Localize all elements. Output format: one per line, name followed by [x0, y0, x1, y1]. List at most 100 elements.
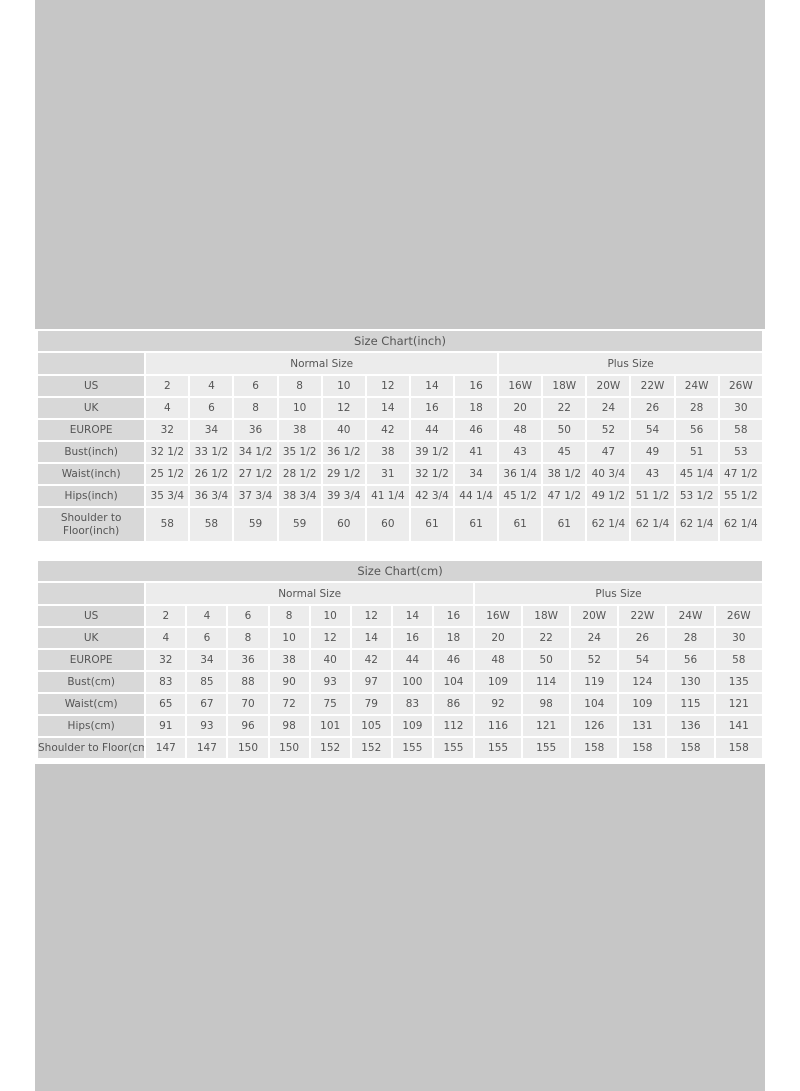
table-cell: 62 1/4 — [675, 508, 718, 541]
table-cell: 20 — [499, 398, 542, 418]
table-cell: 36 — [228, 650, 268, 670]
table-cell: 4 — [187, 606, 227, 626]
table-cell: 20 — [475, 628, 522, 648]
table-cell: 32 1/2 — [410, 464, 454, 484]
row-label: EUROPE — [38, 420, 145, 440]
table-cell: 29 1/2 — [322, 464, 365, 484]
table-cell: 16 — [410, 398, 454, 418]
table-cell: 152 — [310, 738, 350, 758]
table-cell: 56 — [675, 420, 718, 440]
table-cell: 30 — [719, 398, 762, 418]
table-cell: 36 3/4 — [190, 486, 233, 506]
table-cell: 98 — [523, 694, 570, 714]
table-cell: 59 — [278, 508, 321, 541]
table-cell: 155 — [433, 738, 474, 758]
table-cell: 115 — [667, 694, 714, 714]
table-row: UK 4 6 8 10 12 14 16 18 20 22 24 26 28 30 — [38, 628, 762, 648]
table-cell: 85 — [187, 672, 227, 692]
table-cell: 35 1/2 — [278, 442, 321, 462]
table-cell: 20W — [587, 376, 630, 396]
table-cell: 61 — [499, 508, 542, 541]
table-cell: 25 1/2 — [146, 464, 189, 484]
table-cell: 14 — [392, 606, 432, 626]
table-cell: 47 1/2 — [719, 464, 762, 484]
table-cell: 32 — [146, 650, 186, 670]
table-cell: 135 — [715, 672, 762, 692]
table-cell: 93 — [310, 672, 350, 692]
table-cell: 32 — [146, 420, 189, 440]
group-header-row: Normal Size Plus Size — [38, 583, 762, 604]
group-plus-size: Plus Size — [499, 353, 762, 374]
table-cell: 58 — [719, 420, 762, 440]
corner-cell — [38, 583, 145, 604]
table-cell: 158 — [619, 738, 666, 758]
table-cell: 49 — [631, 442, 674, 462]
table-cell: 126 — [571, 716, 618, 736]
table-row: Shoulder to Floor(inch) 58 58 59 59 60 60 61 61 6… — [38, 508, 762, 541]
table-cell: 58 — [190, 508, 233, 541]
table-cell: 130 — [667, 672, 714, 692]
table-cell: 101 — [310, 716, 350, 736]
table-cell: 92 — [475, 694, 522, 714]
table-cell: 24 — [571, 628, 618, 648]
table-cell: 136 — [667, 716, 714, 736]
table-row: Waist(cm) 65 67 70 72 75 79 83 86 92 98 104 109 115 12… — [38, 694, 762, 714]
table-cell: 26W — [719, 376, 762, 396]
table-cell: 34 — [187, 650, 227, 670]
table-cell: 38 — [269, 650, 309, 670]
table-cell: 41 — [455, 442, 498, 462]
table-cell: 150 — [228, 738, 268, 758]
table-cell: 42 — [366, 420, 409, 440]
table-cell: 18W — [543, 376, 586, 396]
table-cell: 28 — [675, 398, 718, 418]
table-cell: 37 3/4 — [234, 486, 277, 506]
table-cell: 22W — [631, 376, 674, 396]
table-cell: 116 — [475, 716, 522, 736]
table-cell: 47 1/2 — [543, 486, 586, 506]
table-cell: 45 1/2 — [499, 486, 542, 506]
table-cell: 86 — [433, 694, 474, 714]
table-cell: 28 1/2 — [278, 464, 321, 484]
table-cell: 16 — [455, 376, 498, 396]
table-cell: 38 — [366, 442, 409, 462]
table-cell: 54 — [631, 420, 674, 440]
table-cell: 14 — [351, 628, 391, 648]
table-cell: 45 1/4 — [675, 464, 718, 484]
table-cell: 39 1/2 — [410, 442, 454, 462]
table-cell: 27 1/2 — [234, 464, 277, 484]
table-cell: 10 — [310, 606, 350, 626]
table-cell: 36 1/4 — [499, 464, 542, 484]
table-cell: 61 — [410, 508, 454, 541]
table-cell: 150 — [269, 738, 309, 758]
row-label: UK — [38, 628, 145, 648]
table-cell: 40 — [322, 420, 365, 440]
table-cell: 93 — [187, 716, 227, 736]
table-cell: 22 — [523, 628, 570, 648]
table-cell: 31 — [366, 464, 409, 484]
table-cell: 20W — [571, 606, 618, 626]
table-cell: 2 — [146, 606, 186, 626]
table-cell: 152 — [351, 738, 391, 758]
row-label: Hips(inch) — [38, 486, 145, 506]
group-normal-size: Normal Size — [146, 583, 474, 604]
table-cell: 50 — [523, 650, 570, 670]
table-cell: 60 — [322, 508, 365, 541]
table-cell: 141 — [715, 716, 762, 736]
row-label: Bust(cm) — [38, 672, 145, 692]
table-cell: 91 — [146, 716, 186, 736]
table-cell: 100 — [392, 672, 432, 692]
table-title: Size Chart(cm) — [38, 561, 762, 581]
table-cell: 48 — [475, 650, 522, 670]
table-cell: 109 — [392, 716, 432, 736]
table-cell: 34 — [190, 420, 233, 440]
table-cell: 22 — [543, 398, 586, 418]
table-cell: 155 — [392, 738, 432, 758]
table-row: Bust(inch) 32 1/2 33 1/2 34 1/2 35 1/2 36 1/2… — [38, 442, 762, 462]
table-cell: 72 — [269, 694, 309, 714]
table-cell: 51 1/2 — [631, 486, 674, 506]
row-label: Waist(cm) — [38, 694, 145, 714]
size-chart-inch: Size Chart(inch) Normal Size Plus Size US 2 4… — [36, 329, 764, 543]
table-cell: 34 — [455, 464, 498, 484]
row-label: Waist(inch) — [38, 464, 145, 484]
table-cell: 16W — [475, 606, 522, 626]
